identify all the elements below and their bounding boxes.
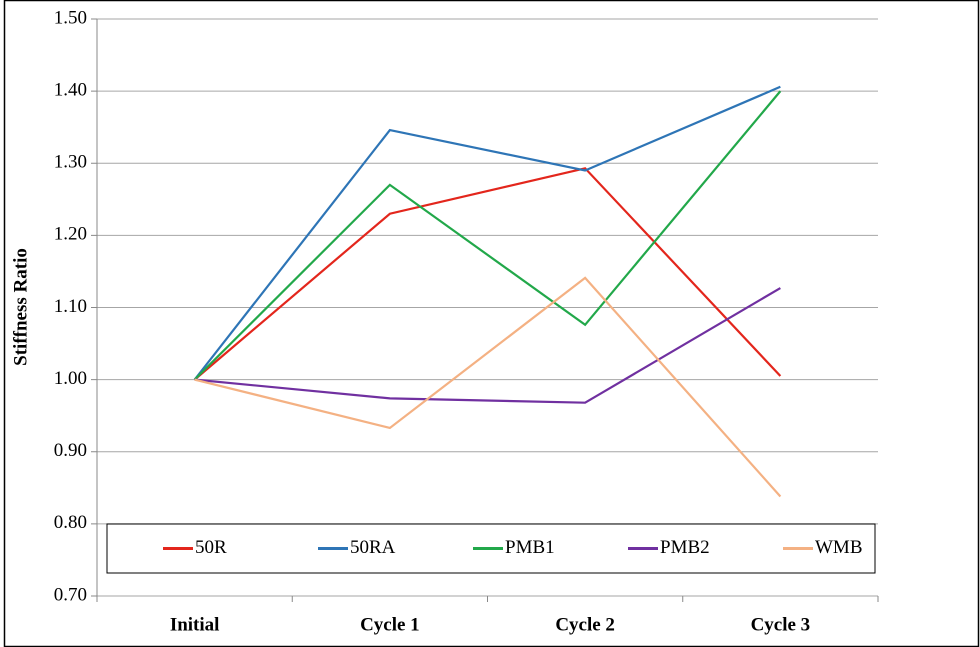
series-line [193,85,781,381]
legend-label: WMB [815,537,863,558]
y-axis-title: Stiffness Ratio [10,248,31,366]
legend-label: 50RA [350,537,396,558]
x-tick-label: Cycle 2 [555,614,615,635]
y-tick-label: 1.30 [54,152,87,173]
y-tick-label: 0.90 [54,440,87,461]
x-tick-label: Initial [170,614,220,635]
y-tick-label: 1.20 [54,224,87,245]
series-line [194,276,782,498]
series-line [194,287,781,404]
x-tick-label: Cycle 1 [360,614,420,635]
series-line [193,90,782,381]
y-tick-label: 1.00 [54,368,87,389]
legend-label: 50R [195,537,227,558]
legend-label: PMB1 [505,537,555,558]
y-tick-label: 0.80 [54,512,87,533]
y-tick-label: 1.50 [54,7,87,28]
x-tick-label: Cycle 3 [751,614,811,635]
y-tick-label: 0.70 [54,584,87,605]
y-tick-label: 1.40 [54,79,87,100]
legend-label: PMB2 [660,537,710,558]
y-tick-label: 1.10 [54,296,87,317]
series-line [193,167,782,381]
